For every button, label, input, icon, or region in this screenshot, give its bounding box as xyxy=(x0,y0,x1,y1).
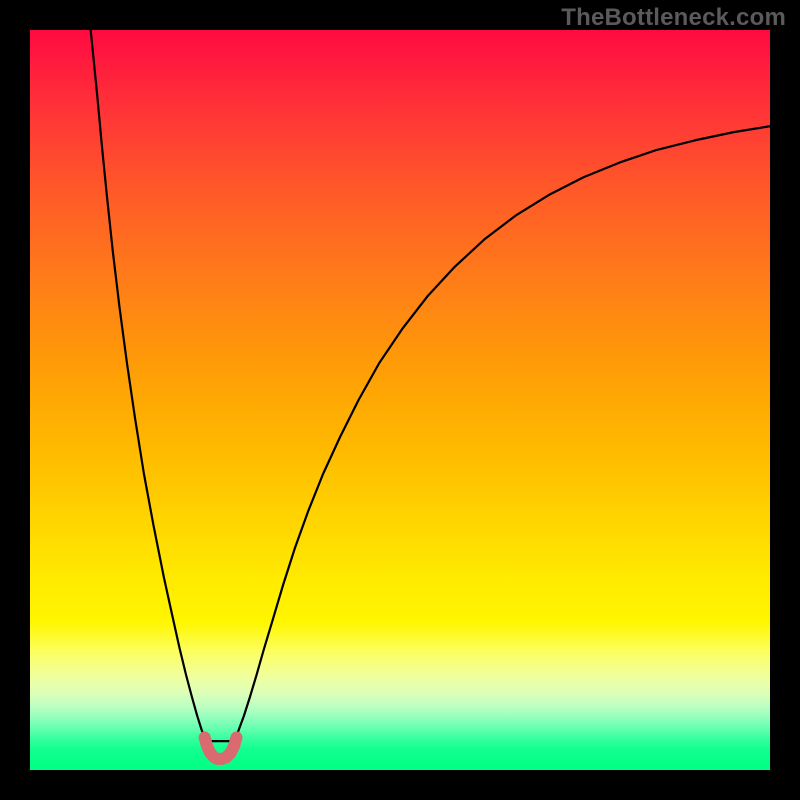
gradient-background xyxy=(30,30,770,770)
outer-frame: TheBottleneck.com xyxy=(0,0,800,800)
chart-canvas xyxy=(30,30,770,770)
plot-area xyxy=(30,30,770,770)
watermark-text: TheBottleneck.com xyxy=(561,4,786,32)
